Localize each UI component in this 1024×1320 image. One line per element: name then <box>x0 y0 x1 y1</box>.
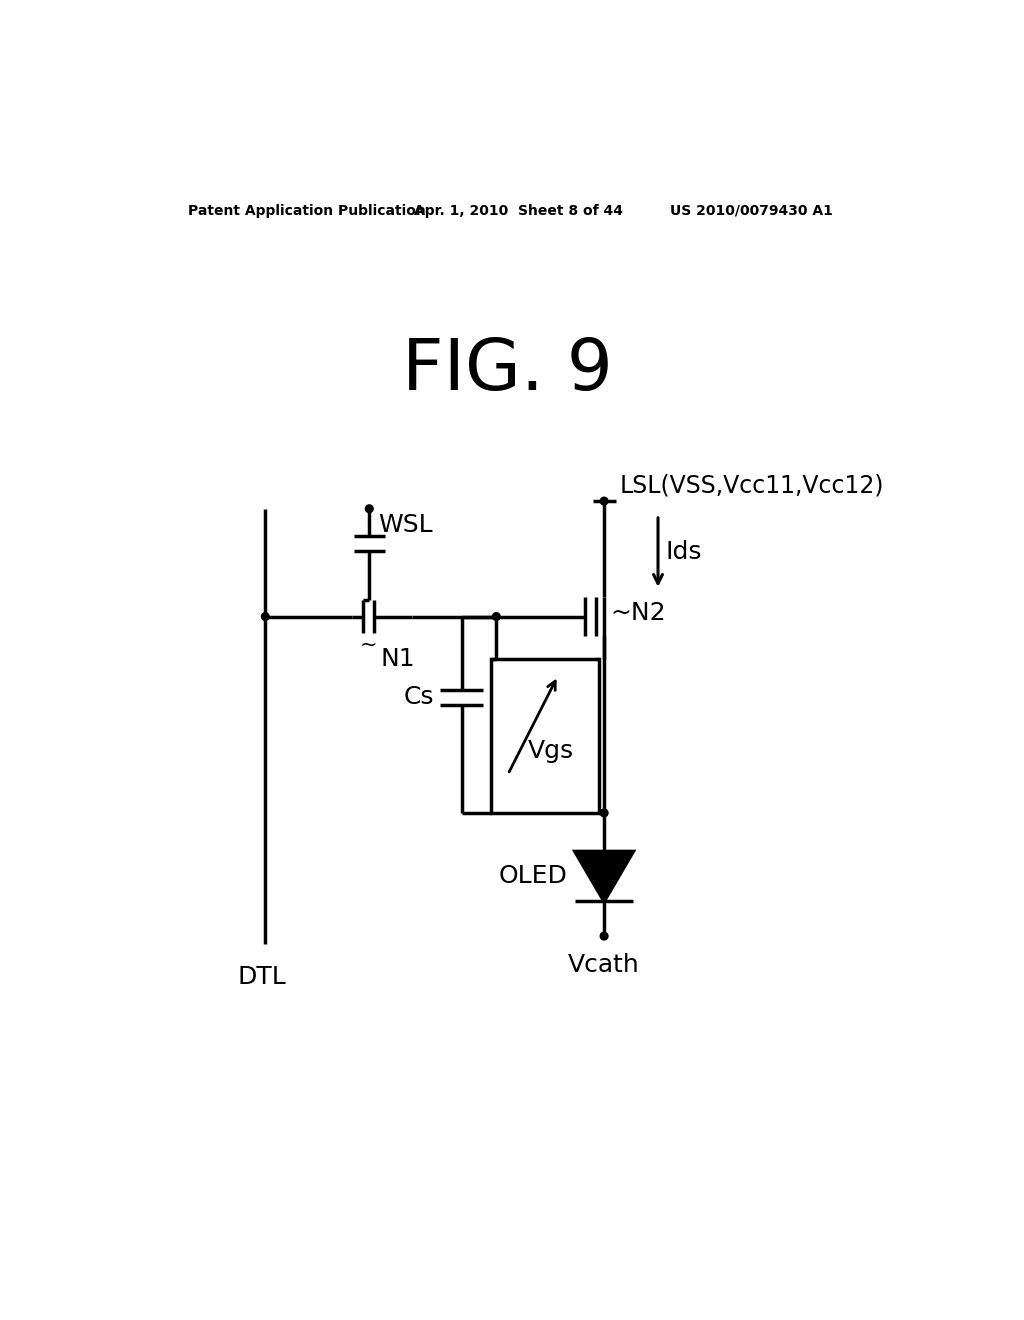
Text: WSL: WSL <box>379 512 433 537</box>
Text: N1: N1 <box>380 647 415 672</box>
Text: Cs: Cs <box>403 685 434 709</box>
Text: Vcath: Vcath <box>568 953 640 977</box>
Circle shape <box>600 809 608 817</box>
Text: US 2010/0079430 A1: US 2010/0079430 A1 <box>670 203 833 218</box>
Text: ~: ~ <box>359 635 377 655</box>
Circle shape <box>493 612 500 620</box>
Circle shape <box>600 932 608 940</box>
Polygon shape <box>574 851 634 902</box>
Text: Vgs: Vgs <box>528 739 574 763</box>
Text: ~N2: ~N2 <box>610 602 666 626</box>
Text: Patent Application Publication: Patent Application Publication <box>188 203 426 218</box>
Circle shape <box>366 504 373 512</box>
Text: FIG. 9: FIG. 9 <box>402 335 613 405</box>
Text: OLED: OLED <box>499 865 567 888</box>
Bar <box>490 659 599 813</box>
Text: DTL: DTL <box>238 965 286 990</box>
Circle shape <box>261 612 269 620</box>
Text: Apr. 1, 2010  Sheet 8 of 44: Apr. 1, 2010 Sheet 8 of 44 <box>414 203 623 218</box>
Text: Ids: Ids <box>666 540 702 564</box>
Text: LSL(VSS,Vcc11,Vcc12): LSL(VSS,Vcc11,Vcc12) <box>620 473 884 498</box>
Circle shape <box>600 498 608 506</box>
